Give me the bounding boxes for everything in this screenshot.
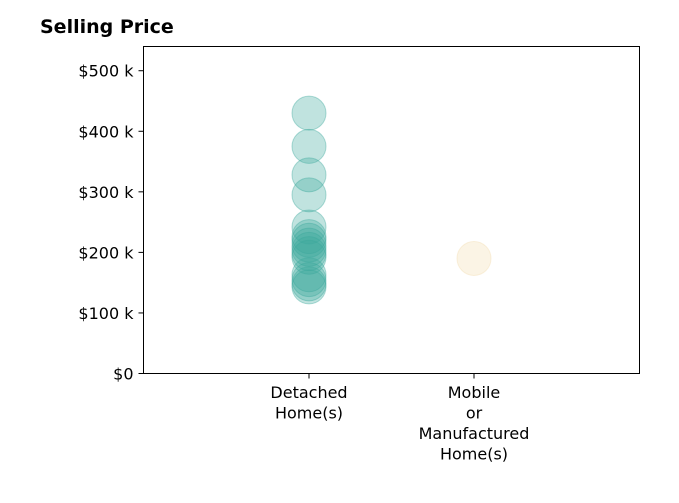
data-point bbox=[291, 257, 327, 293]
data-point bbox=[291, 157, 327, 193]
x-tick-label: or bbox=[466, 404, 483, 423]
data-point bbox=[291, 269, 327, 305]
data-point bbox=[291, 227, 327, 263]
data-points bbox=[291, 95, 492, 305]
data-point bbox=[291, 222, 327, 258]
data-point bbox=[291, 128, 327, 164]
y-axis: $0 $100 k $200 k $300 k $400 k $500 k bbox=[78, 62, 144, 384]
data-point bbox=[291, 177, 327, 213]
data-point bbox=[291, 236, 327, 272]
data-point bbox=[291, 231, 327, 267]
data-point bbox=[291, 239, 327, 275]
x-tick-label: Manufactured bbox=[419, 424, 530, 443]
y-tick-label: $0 bbox=[113, 365, 133, 384]
x-tick-label: Mobile bbox=[448, 383, 500, 402]
data-point bbox=[291, 262, 327, 298]
data-point bbox=[291, 209, 327, 245]
x-tick-label: Detached bbox=[270, 383, 347, 402]
x-tick-label: Home(s) bbox=[440, 445, 508, 464]
plot-area-frame bbox=[143, 46, 640, 374]
data-point bbox=[456, 240, 492, 276]
data-point bbox=[291, 266, 327, 302]
y-tick-label: $500 k bbox=[78, 62, 134, 81]
y-tick-label: $100 k bbox=[78, 304, 134, 323]
data-point bbox=[291, 219, 327, 255]
chart-title: Selling Price bbox=[40, 16, 174, 38]
y-tick-label: $300 k bbox=[78, 183, 134, 202]
x-tick-label: Home(s) bbox=[275, 404, 343, 423]
y-tick-label: $200 k bbox=[78, 243, 134, 262]
y-tick-label: $400 k bbox=[78, 122, 134, 141]
data-point bbox=[291, 95, 327, 131]
